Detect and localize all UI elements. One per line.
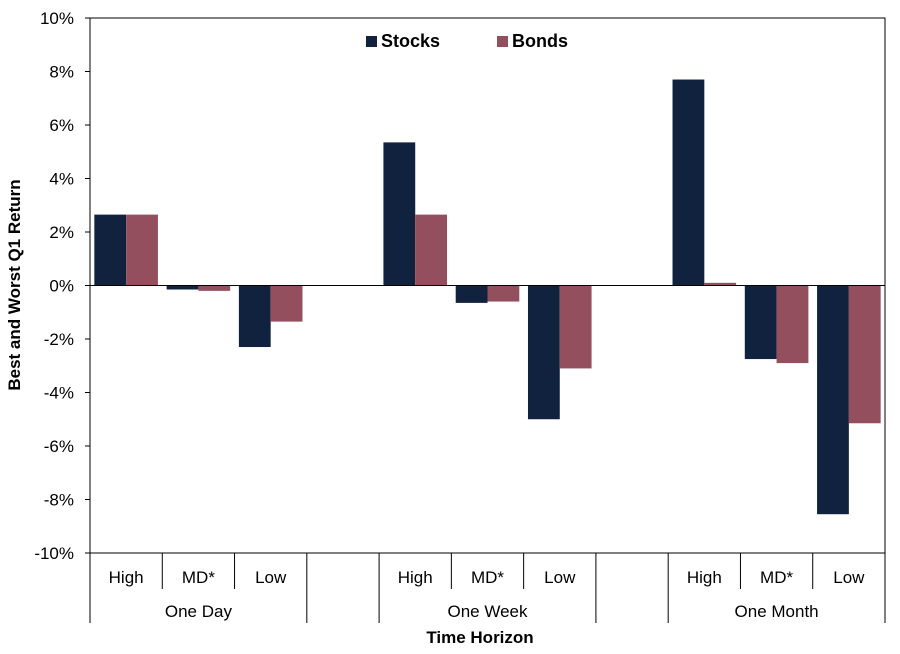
x-category-label: MD* [182, 568, 215, 587]
y-tick-label: 0% [49, 277, 74, 296]
x-category-label: High [687, 568, 722, 587]
y-tick-label: -4% [44, 384, 74, 403]
y-tick-label: -10% [34, 544, 74, 563]
x-category-label: Low [833, 568, 865, 587]
x-category-label: MD* [471, 568, 504, 587]
bar-stocks [672, 79, 705, 286]
y-tick-label: 4% [49, 170, 74, 189]
bar-bonds [487, 285, 520, 302]
y-tick-label: -2% [44, 330, 74, 349]
x-category-label: Low [255, 568, 287, 587]
bar-stocks [94, 214, 127, 286]
x-category-label: MD* [760, 568, 793, 587]
bar-stocks [817, 285, 849, 515]
bar-stocks [238, 285, 271, 348]
bar-stocks [166, 285, 199, 290]
legend-label-bonds: Bonds [512, 31, 568, 51]
bar-stocks [383, 142, 416, 286]
y-tick-label: 6% [49, 116, 74, 135]
bar-bonds [776, 285, 809, 364]
bar-bonds [270, 285, 303, 322]
y-tick-label: 2% [49, 223, 74, 242]
bar-bonds [559, 285, 592, 369]
x-axis: High MD* Low High MD* Low High MD* Low One Day One… [89, 553, 886, 623]
legend: Stocks Bonds [366, 31, 568, 51]
y-tick-label: -8% [44, 491, 74, 510]
y-tick-label: -6% [44, 437, 74, 456]
x-group-label: One Day [165, 602, 233, 621]
x-category-label: Low [544, 568, 576, 587]
legend-swatch-bonds [497, 36, 508, 47]
x-category-label: High [109, 568, 144, 587]
bar-bonds [848, 285, 881, 424]
bar-bonds [126, 214, 158, 286]
legend-swatch-stocks [366, 36, 377, 47]
bar-stocks [527, 285, 560, 420]
x-group-label: One Week [447, 602, 528, 621]
x-axis-title: Time Horizon [426, 628, 533, 647]
bar-bonds [704, 282, 737, 286]
y-tick-label: 8% [49, 63, 74, 82]
x-group-label: One Month [735, 602, 819, 621]
y-axis-title: Best and Worst Q1 Return [5, 179, 24, 390]
bar-stocks [744, 285, 777, 360]
x-category-label: High [398, 568, 433, 587]
legend-label-stocks: Stocks [381, 31, 440, 51]
bars [90, 79, 885, 515]
y-axis-ticks: -10% -8% -6% -4% -2% 0% 2% 4% 6% 8% 10% [34, 9, 886, 563]
bar-stocks [455, 285, 488, 303]
bar-bonds [415, 214, 448, 286]
bar-bonds [198, 285, 231, 291]
y-tick-label: 10% [40, 9, 74, 28]
